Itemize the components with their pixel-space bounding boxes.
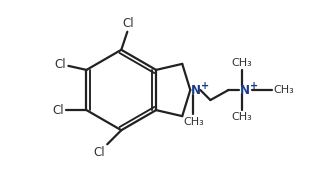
Text: N: N — [240, 83, 250, 96]
Text: N: N — [191, 83, 201, 96]
Text: Cl: Cl — [94, 146, 105, 159]
Text: CH₃: CH₃ — [183, 117, 204, 127]
Text: CH₃: CH₃ — [231, 58, 252, 68]
Text: CH₃: CH₃ — [231, 112, 252, 122]
Text: Cl: Cl — [122, 17, 134, 30]
Text: Cl: Cl — [55, 58, 67, 71]
Text: +: + — [201, 81, 210, 91]
Text: +: + — [250, 81, 258, 91]
Text: CH₃: CH₃ — [274, 85, 295, 95]
Text: Cl: Cl — [53, 104, 64, 117]
